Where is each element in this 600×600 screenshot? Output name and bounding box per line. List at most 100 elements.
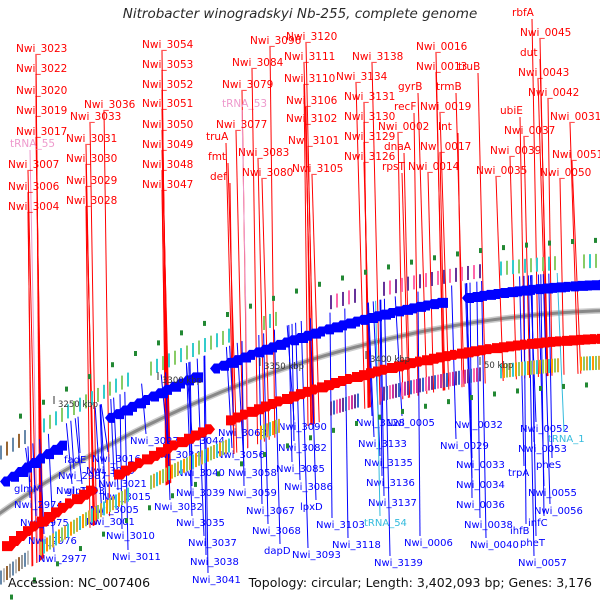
cog-stripe-outer	[112, 496, 114, 511]
reverse-gene-label: Nwi_3090	[278, 422, 327, 433]
forward-gene-arrow	[597, 333, 600, 344]
reverse-gene-arrow	[511, 286, 522, 297]
forward-gene-label: Nwi_3083	[238, 147, 289, 159]
forward-gene-label: Nwi_0042	[528, 87, 579, 99]
reverse-leader-line	[380, 299, 385, 497]
green-mark	[456, 251, 459, 257]
cog-stripe-outer	[428, 376, 430, 391]
reverse-gene-arrow	[35, 453, 45, 464]
forward-leader-line	[439, 112, 450, 390]
reverse-gene-label: Nwi_3056	[216, 450, 265, 461]
cog-stripe-inner	[263, 315, 265, 330]
cog-stripe-outer	[106, 499, 108, 514]
cog-stripe-outer	[345, 396, 347, 411]
cog-stripe-outer	[354, 394, 356, 409]
cog-stripe-outer	[598, 355, 600, 370]
cog-stripe-outer	[272, 421, 274, 436]
reverse-leader-line	[263, 333, 269, 525]
cog-stripe-outer	[431, 375, 433, 390]
cog-stripe-outer	[512, 362, 514, 377]
reverse-gene-arrow	[525, 284, 535, 295]
green-mark	[355, 420, 358, 426]
cog-stripe-outer	[6, 566, 8, 581]
reverse-gene-arrow	[490, 288, 500, 299]
cog-stripe-inner	[43, 418, 45, 433]
forward-gene-label: Nwi_3030	[66, 153, 117, 165]
cog-stripe-outer	[219, 442, 221, 457]
cog-stripe-inner	[479, 264, 481, 279]
cog-stripe-outer	[269, 422, 271, 437]
cog-stripe-outer	[446, 372, 448, 387]
cog-stripe-inner	[79, 397, 81, 412]
cog-stripe-outer	[536, 360, 538, 375]
green-mark	[111, 362, 114, 368]
cog-stripe-outer	[183, 458, 185, 473]
forward-gene-label: Nwi_3105	[292, 163, 343, 175]
reverse-gene-label: Nwi_2987	[58, 471, 107, 482]
reverse-gene-label: Nwi_3103	[316, 520, 365, 531]
reverse-gene-label: Nwi_3128	[356, 418, 405, 429]
forward-gene-label: Nwi_3017	[16, 126, 67, 138]
forward-gene-label: Nwi_3130	[344, 111, 395, 123]
cog-stripe-outer	[580, 356, 582, 371]
forward-gene-label: Nwi_3051	[142, 98, 193, 110]
cog-stripe-outer	[9, 563, 11, 578]
cog-stripe-outer	[500, 364, 502, 379]
forward-gene-label: Nwi_3050	[142, 119, 193, 131]
reverse-gene-label: Nwi_0033	[456, 460, 505, 471]
scale-tick-label: 3350 kbp	[264, 362, 304, 372]
cog-stripe-outer	[0, 570, 2, 585]
reverse-gene-arrow	[560, 281, 570, 292]
reverse-leader-line	[542, 274, 551, 505]
cog-stripe-outer	[416, 378, 418, 393]
cog-stripe-outer	[94, 506, 96, 521]
forward-leader-line	[89, 122, 97, 525]
forward-gene-label: Nwi_3110	[284, 73, 335, 85]
forward-gene-label: Nwi_0037	[504, 125, 555, 137]
cog-stripe-outer	[150, 475, 152, 490]
cog-stripe-outer	[440, 374, 442, 389]
reverse-gene-label: Nwi_3035	[176, 518, 225, 529]
forward-leader-line	[311, 174, 320, 423]
cog-stripe-outer	[213, 444, 215, 459]
reverse-gene-label: Nwi_2974	[14, 500, 63, 511]
reverse-leader-line	[258, 335, 263, 505]
forward-gene-label: truA	[206, 131, 229, 143]
cog-stripe-outer	[342, 397, 344, 412]
cog-stripe-outer	[118, 492, 120, 507]
cog-stripe-inner	[437, 270, 439, 285]
accession-caption: Accession: NC_007406	[8, 575, 151, 590]
cog-stripe-inner	[174, 350, 176, 365]
cog-stripe-inner	[91, 391, 93, 406]
cog-stripe-outer	[407, 380, 409, 395]
cog-stripe-outer	[398, 383, 400, 398]
forward-gene-label: Nwi_3129	[344, 131, 395, 143]
forward-gene-label: Nwi_0050	[540, 167, 591, 179]
cog-stripe-inner	[524, 258, 526, 273]
forward-gene-label: Nwi_0017	[420, 141, 471, 153]
cog-stripe-outer	[40, 541, 42, 556]
cog-stripe-outer	[278, 418, 280, 433]
green-mark	[562, 383, 565, 389]
cog-stripe-outer	[434, 375, 436, 390]
reverse-gene-arrow	[0, 476, 10, 487]
forward-gene-label: Nwi_0013	[416, 61, 467, 73]
reverse-gene-label: Nwi_3058	[228, 468, 277, 479]
cog-stripe-inner	[210, 335, 212, 350]
reverse-gene-label: Nwi_3027	[130, 436, 179, 447]
cog-stripe-inner	[198, 340, 200, 355]
cog-stripe-inner	[55, 411, 57, 426]
cog-stripe-outer	[49, 535, 51, 550]
cog-stripe-outer	[357, 393, 359, 408]
forward-leader-line	[523, 136, 531, 378]
cog-stripe-outer	[55, 531, 57, 546]
reverse-leader-line	[99, 404, 107, 504]
reverse-leader-line	[344, 308, 349, 539]
cog-stripe-inner	[455, 267, 457, 282]
green-mark	[571, 239, 574, 245]
green-mark	[433, 255, 436, 261]
cog-stripe-outer	[216, 443, 218, 458]
scale-tick-label: 50 kbp	[484, 361, 513, 371]
cog-stripe-outer	[530, 360, 532, 375]
